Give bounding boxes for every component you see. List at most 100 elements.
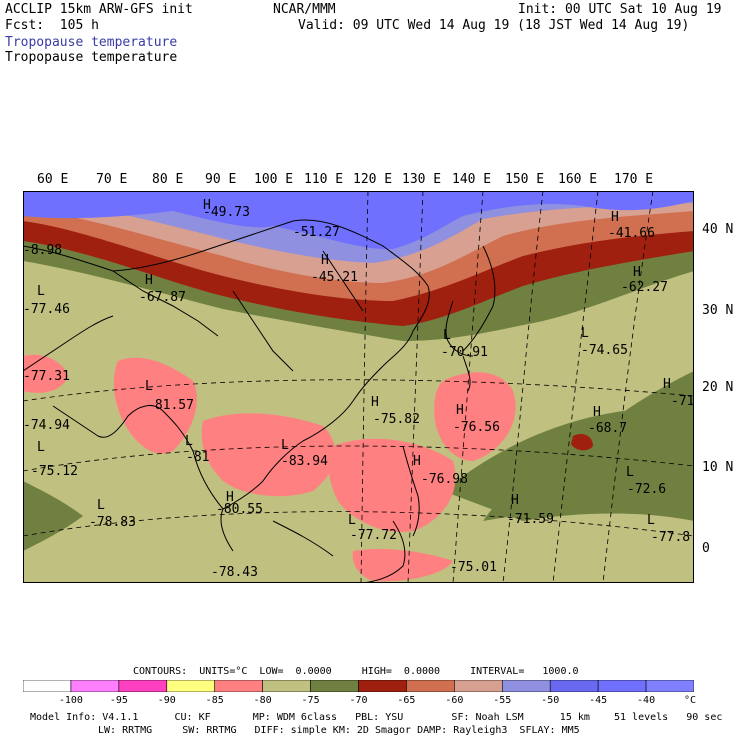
contour-value: -71 [671,394,694,409]
shaded-field-title: Tropopause temperature [5,35,178,50]
coastlines [23,219,496,583]
colorbar-swatch [262,680,311,692]
organization-label: NCAR/MMM [273,2,336,17]
graticule [23,191,694,583]
contour-value: -41.66 [608,226,655,241]
colorbar-unit: °C [683,695,697,706]
lon-label: 170 E [614,172,654,187]
lon-label: 120 E [353,172,393,187]
low-marker: L [348,513,356,528]
lat-label: 40 N [702,222,734,237]
lon-label: 140 E [452,172,492,187]
colorbar-swatch [501,680,551,692]
lon-label: 150 E [505,172,545,187]
contour-value: -8.98 [23,243,62,258]
colorbar-tick-label: -80 [253,695,272,706]
shade-minus70-se [443,411,694,521]
high-marker: H [413,454,421,469]
low-marker: L [37,284,45,299]
colorbar-tick-label: -75 [301,695,320,706]
lat-label: 10 N [702,460,734,475]
contour-value: -75.12 [31,464,78,479]
colorbar-tick-label: -100 [58,695,83,706]
colorbar-swatch [214,680,263,692]
shade-minus70-dot [571,434,593,451]
contour-value: -75.01 [450,560,497,575]
colorbar-swatch [70,680,120,692]
colorbar-tick-label: -95 [109,695,128,706]
colorbar-swatch [166,680,216,692]
contour-value: -45.21 [311,270,358,285]
high-marker: H [321,253,329,268]
colorbar-tick-label: -40 [637,695,656,706]
contour-value: -49.73 [203,205,250,220]
model-info-line1: Model Info: V4.1.1 CU: KF MP: WDM 6class… [30,712,723,723]
contour-value: -77.72 [350,528,397,543]
low-marker: L [281,438,289,453]
high-marker: H [511,493,519,508]
lon-label: 110 E [304,172,344,187]
lat-label: 0 [702,541,710,556]
colorbar-tick-label: -85 [205,695,224,706]
shade-minus80-pacific [434,372,516,461]
lon-label: 130 E [402,172,442,187]
colorbar-swatch [645,680,694,692]
contour-value: -77.31 [23,369,70,384]
colorbar [23,680,694,692]
contour-value: -81.57 [147,398,194,413]
contour-value: -71.59 [507,512,554,527]
contour-value: -78.43 [211,565,258,580]
shade-minus80-bay [201,413,336,497]
high-marker: H [663,377,671,392]
lon-label: 80 E [152,172,184,187]
shade-minus80-india [113,357,197,454]
map-frame [23,191,694,583]
colorbar-tick-label: -50 [541,695,560,706]
colorbar-tick-label: -90 [157,695,176,706]
tropopause-temperature-map: H -49.73 -51.27 H -45.21 H -41.66 -8.98 … [23,191,694,583]
contour-value: -62.27 [621,280,668,295]
init-time: Init: 00 UTC Sat 10 Aug 19 [518,2,722,17]
contour-value: -77.8 [651,530,690,545]
low-marker: L [37,440,45,455]
contour-value: -67.87 [139,290,186,305]
high-marker: H [456,403,464,418]
colorbar-tick-label: -70 [349,695,368,706]
contour-value: -75.82 [373,412,420,427]
colorbar-swatch [23,680,72,692]
colorbar-tick-label: -55 [493,695,512,706]
high-marker: H [371,395,379,410]
shade-minus80-west [23,354,68,393]
contour-value: -76.98 [421,472,468,487]
colorbar-swatch [454,680,503,692]
high-marker: H [633,265,641,280]
low-marker: L [626,465,634,480]
contour-value: -83.94 [281,454,328,469]
lon-label: 60 E [37,172,69,187]
high-marker: H [611,210,619,225]
colorbar-tick-label: -60 [445,695,464,706]
contour-field-title: Tropopause temperature [5,50,178,65]
high-marker: H [226,490,234,505]
colorbar-swatch [406,680,455,692]
valid-time: Valid: 09 UTC Wed 14 Aug 19 (18 JST Wed … [298,18,690,33]
shade-minus80-scs [328,438,456,532]
contour-value: -51.27 [293,225,340,240]
colorbar-tick-label: -65 [397,695,416,706]
colorbar-swatch [597,680,647,692]
shade-minus70-sw [23,481,83,551]
model-title: ACCLIP 15km ARW-GFS init [5,2,193,17]
low-marker: L [647,513,655,528]
colorbar-swatch [549,680,599,692]
low-marker: L [97,498,105,513]
low-marker: L [145,379,153,394]
high-marker: H [203,198,211,213]
contour-value: -68.7 [588,421,627,436]
shade-minus45 [23,191,694,250]
high-marker: H [145,273,153,288]
colorbar-swatch [358,680,407,692]
lon-label: 160 E [558,172,598,187]
lon-label: 100 E [254,172,294,187]
lon-label: 70 E [96,172,128,187]
contour-value: -70.91 [441,345,488,360]
